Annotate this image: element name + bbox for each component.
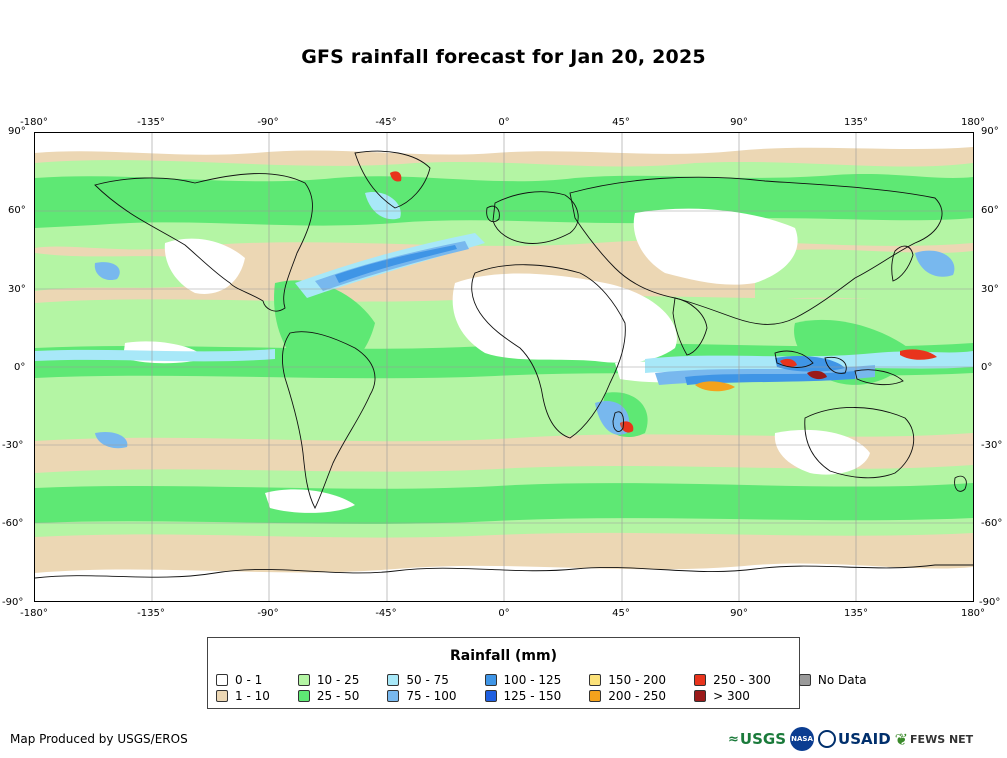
legend-label: 125 - 150 [503,689,562,703]
lat-label: -90° [979,597,1001,608]
legend-item: 150 - 200 [589,672,666,688]
lat-label: -60° [2,518,24,529]
lat-label: -30° [2,440,24,451]
legend-item: No Data [798,672,867,688]
lat-label: 0° [14,362,26,373]
lon-label: 135° [843,608,869,619]
legend-label: 150 - 200 [608,673,667,687]
lon-label: 180° [960,608,986,619]
lat-label: -60° [981,518,1003,529]
lon-label: -90° [257,608,279,619]
usgs-logo: ≈ USGS [728,730,786,748]
legend-item: > 300 [694,688,771,704]
legend-swatch [694,674,707,686]
legend-item: 1 - 10 [216,688,270,704]
legend-item: 200 - 250 [589,688,666,704]
coastlines [35,150,973,579]
legend-item: 10 - 25 [297,672,360,688]
lat-label: 90° [981,126,999,137]
partner-logos: ≈ USGS NASA USAID ❦ FEWS NET [728,726,1000,752]
nasa-logo: NASA [790,727,815,751]
legend-label: 1 - 10 [235,689,270,703]
legend-swatch [694,690,707,702]
legend-box: Rainfall (mm) 0 - 1 1 - 10 10 - 25 25 - … [207,637,867,709]
lon-label: -90° [257,117,279,128]
usgs-logo-text: USGS [739,730,787,748]
legend-items: 0 - 1 1 - 10 10 - 25 25 - 50 50 - 75 75 … [216,672,867,704]
legend-label: 50 - 75 [406,673,449,687]
legend-swatch [589,674,602,686]
lat-label: 60° [8,205,26,216]
lon-label: 0° [498,608,510,619]
lon-label: 135° [843,117,869,128]
lon-label: 90° [730,117,748,128]
legend-label: 200 - 250 [608,689,667,703]
fews-net-logo: ❦ FEWS NET [895,730,974,749]
legend-title: Rainfall (mm) [450,648,557,664]
lon-label: 90° [730,608,748,619]
lon-label: -45° [375,117,397,128]
lon-label: -180° [20,608,48,619]
legend-item: 250 - 300 [694,672,771,688]
usaid-logo-text: USAID [838,730,891,748]
lat-label: -30° [981,440,1003,451]
map-canvas [35,133,973,601]
map-title: GFS rainfall forecast for Jan 20, 2025 [301,46,706,68]
lat-label: 0° [981,362,993,373]
legend-item: 75 - 100 [387,688,457,704]
legend-label: 25 - 50 [316,689,360,703]
nasa-logo-text: NASA [791,735,813,743]
legend-swatch [387,690,400,702]
legend-item: 50 - 75 [387,672,456,688]
legend-swatch [216,690,228,702]
usgs-wave-icon: ≈ [728,731,739,747]
rain-25-50-areas [35,174,973,524]
legend-swatch [297,674,310,686]
lon-label: 0° [498,117,510,128]
lat-label: 30° [8,284,26,295]
legend-swatch [798,674,811,686]
legend-swatch [589,690,602,702]
usaid-seal-icon [818,730,837,748]
legend-swatch [484,690,497,702]
graticule [35,133,973,601]
legend-item: 25 - 50 [297,688,360,704]
legend-swatch [484,674,497,686]
rainfall-map[interactable] [34,132,974,602]
lon-label: 45° [612,608,630,619]
lon-label: 180° [960,117,986,128]
lat-label: 30° [981,284,999,295]
legend-label: 0 - 1 [235,673,263,687]
legend-label: 100 - 125 [503,673,562,687]
legend-item: 100 - 125 [484,672,562,688]
fews-leaf-icon: ❦ [894,729,909,749]
legend-label: 75 - 100 [406,689,457,703]
legend-item: 0 - 1 [216,672,270,688]
credit-text: Map Produced by USGS/EROS [10,732,188,746]
lat-label: -90° [2,597,24,608]
lon-label: 45° [612,117,630,128]
lat-label: 90° [8,126,26,137]
lon-label: -45° [375,608,397,619]
usaid-logo: USAID [818,730,891,748]
legend-swatch [297,690,310,702]
legend-swatch [387,674,400,686]
lon-label: -180° [20,117,48,128]
lon-label: -135° [137,608,165,619]
fews-logo-text: FEWS NET [910,732,974,746]
legend-label: > 300 [713,689,750,703]
lon-label: -135° [137,117,165,128]
legend-label: 10 - 25 [316,673,360,687]
legend-item: 125 - 150 [484,688,562,704]
legend-label: 250 - 300 [713,673,771,687]
legend-label: No Data [817,673,867,687]
lat-label: 60° [981,205,999,216]
legend-swatch [216,674,228,686]
